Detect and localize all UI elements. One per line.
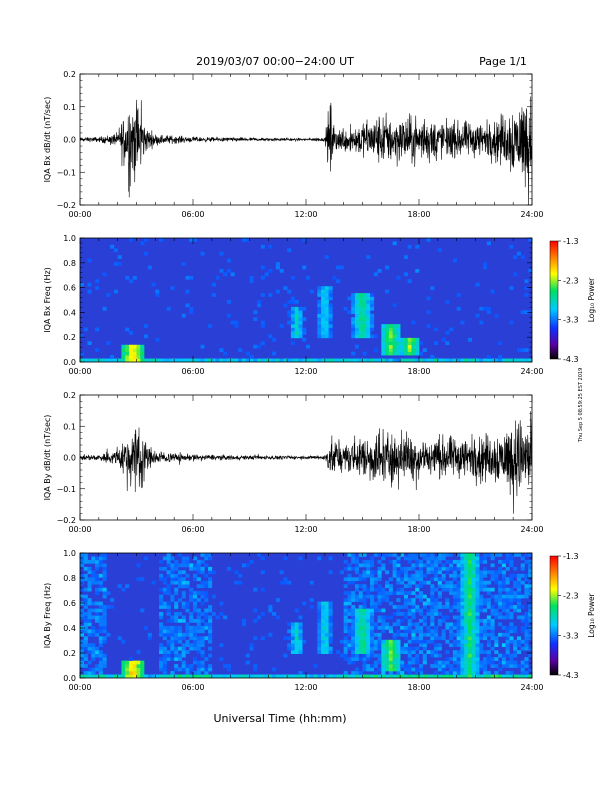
y-tick-label: 0.4 — [63, 624, 76, 633]
y-tick-label: 0.0 — [63, 454, 76, 463]
x-tick-label: 00:00 — [68, 525, 91, 534]
x-tick-label: 24:00 — [520, 210, 543, 219]
colorbar-tick-label: -1.3 — [563, 237, 579, 246]
x-tick-label: 24:00 — [520, 683, 543, 692]
y-tick-label: 0.6 — [63, 599, 76, 608]
x-tick-label: 12:00 — [294, 525, 317, 534]
colorbar-tick-label: -4.3 — [563, 671, 579, 680]
page-number: Page 1/1 — [479, 55, 527, 68]
x-tick-label: 00:00 — [68, 210, 91, 219]
y-tick-label: 1.0 — [63, 549, 76, 558]
y-tick-label: 1.0 — [63, 234, 76, 243]
y-tick-label: −0.2 — [57, 201, 76, 210]
colorbar-tick-label: -4.3 — [563, 355, 579, 364]
colorbar-scale — [549, 555, 559, 676]
colorbar-tick-label: -2.3 — [563, 592, 579, 601]
spectrogram-2 — [80, 238, 532, 362]
colorbar-label: Log₁₀ Power — [587, 592, 596, 637]
y-tick-label: 0.8 — [63, 259, 76, 268]
colorbar-label: Log₁₀ Power — [587, 277, 596, 322]
x-tick-label: 12:00 — [294, 210, 317, 219]
y-tick-label: 0.2 — [63, 649, 76, 658]
series-trace-3 — [80, 411, 532, 514]
panel-2: 00:00 06:00 12:00 18:00 24:00 1.0 0.8 0.6 0.4 0.2… — [43, 234, 544, 376]
x-tick-label: 06:00 — [181, 367, 204, 376]
x-tick-label: 00:00 — [68, 367, 91, 376]
x-tick-label: 12:00 — [294, 367, 317, 376]
y-tick-label: 0.0 — [63, 136, 76, 145]
panels: 00:00 06:00 12:00 18:00 24:00 0.2 0.1 0.0 −0.1 −0… — [43, 70, 544, 692]
colorbar-2: -1.3 -2.3 -3.3 -4.3 Log₁₀ Power — [549, 237, 596, 364]
x-tick-label: 06:00 — [181, 525, 204, 534]
colorbar-tick-label: -3.3 — [563, 631, 579, 640]
x-tick-label: 18:00 — [407, 367, 430, 376]
y-tick-label: 0.2 — [63, 70, 76, 79]
y-tick-label: −0.1 — [57, 485, 76, 494]
x-tick-label: 18:00 — [407, 210, 430, 219]
colorbar-tick-label: -2.3 — [563, 276, 579, 285]
y-axis-label: IQA Bx dB/dt (nT/sec) — [43, 97, 52, 183]
y-tick-label: 0.6 — [63, 284, 76, 293]
y-tick-label: −0.1 — [57, 168, 76, 177]
spectrogram-4 — [80, 553, 532, 678]
x-tick-label: 24:00 — [520, 367, 543, 376]
colorbar-4: -1.3 -2.3 -3.3 -4.3 Log₁₀ Power — [549, 552, 596, 680]
x-tick-label: 18:00 — [407, 683, 430, 692]
colorbar-tick-label: -1.3 — [563, 552, 579, 561]
y-tick-label: 0.2 — [63, 333, 76, 342]
y-tick-label: 0.2 — [63, 391, 76, 400]
side-timestamp: Thu Sep 5 08:59:25 EST 2019 — [578, 368, 584, 444]
y-tick-label: 0.0 — [63, 674, 76, 683]
x-tick-label: 06:00 — [181, 683, 204, 692]
colorbar-scale — [549, 240, 559, 360]
panel-1: 00:00 06:00 12:00 18:00 24:00 0.2 0.1 0.0 −0.1 −0… — [43, 70, 544, 219]
y-tick-label: 0.1 — [63, 422, 76, 431]
y-tick-label: 0.0 — [63, 358, 76, 367]
series-trace-1 — [80, 96, 532, 205]
x-tick-label: 06:00 — [181, 210, 204, 219]
y-axis-label: IQA Bx Freq (Hz) — [43, 267, 52, 333]
panel-4: 00:00 06:00 12:00 18:00 24:00 1.0 0.8 0.6 0.4 0.2… — [43, 549, 544, 692]
y-tick-label: 0.1 — [63, 103, 76, 112]
y-tick-label: −0.2 — [57, 516, 76, 525]
x-tick-label: 18:00 — [407, 525, 430, 534]
y-axis-label: IQA By dB/dt (nT/sec) — [43, 415, 52, 501]
colorbar-tick-label: -3.3 — [563, 316, 579, 325]
x-tick-label: 00:00 — [68, 683, 91, 692]
x-axis-title: Universal Time (hh:mm) — [214, 712, 347, 725]
y-tick-label: 0.8 — [63, 574, 76, 583]
y-tick-label: 0.4 — [63, 308, 76, 317]
x-tick-label: 12:00 — [294, 683, 317, 692]
panel-3: 00:00 06:00 12:00 18:00 24:00 0.2 0.1 0.0 −0.1 −0… — [43, 391, 544, 534]
y-axis-label: IQA By Freq (Hz) — [43, 583, 52, 649]
x-tick-label: 24:00 — [520, 525, 543, 534]
page-title: 2019/03/07 00:00−24:00 UT — [196, 55, 354, 68]
